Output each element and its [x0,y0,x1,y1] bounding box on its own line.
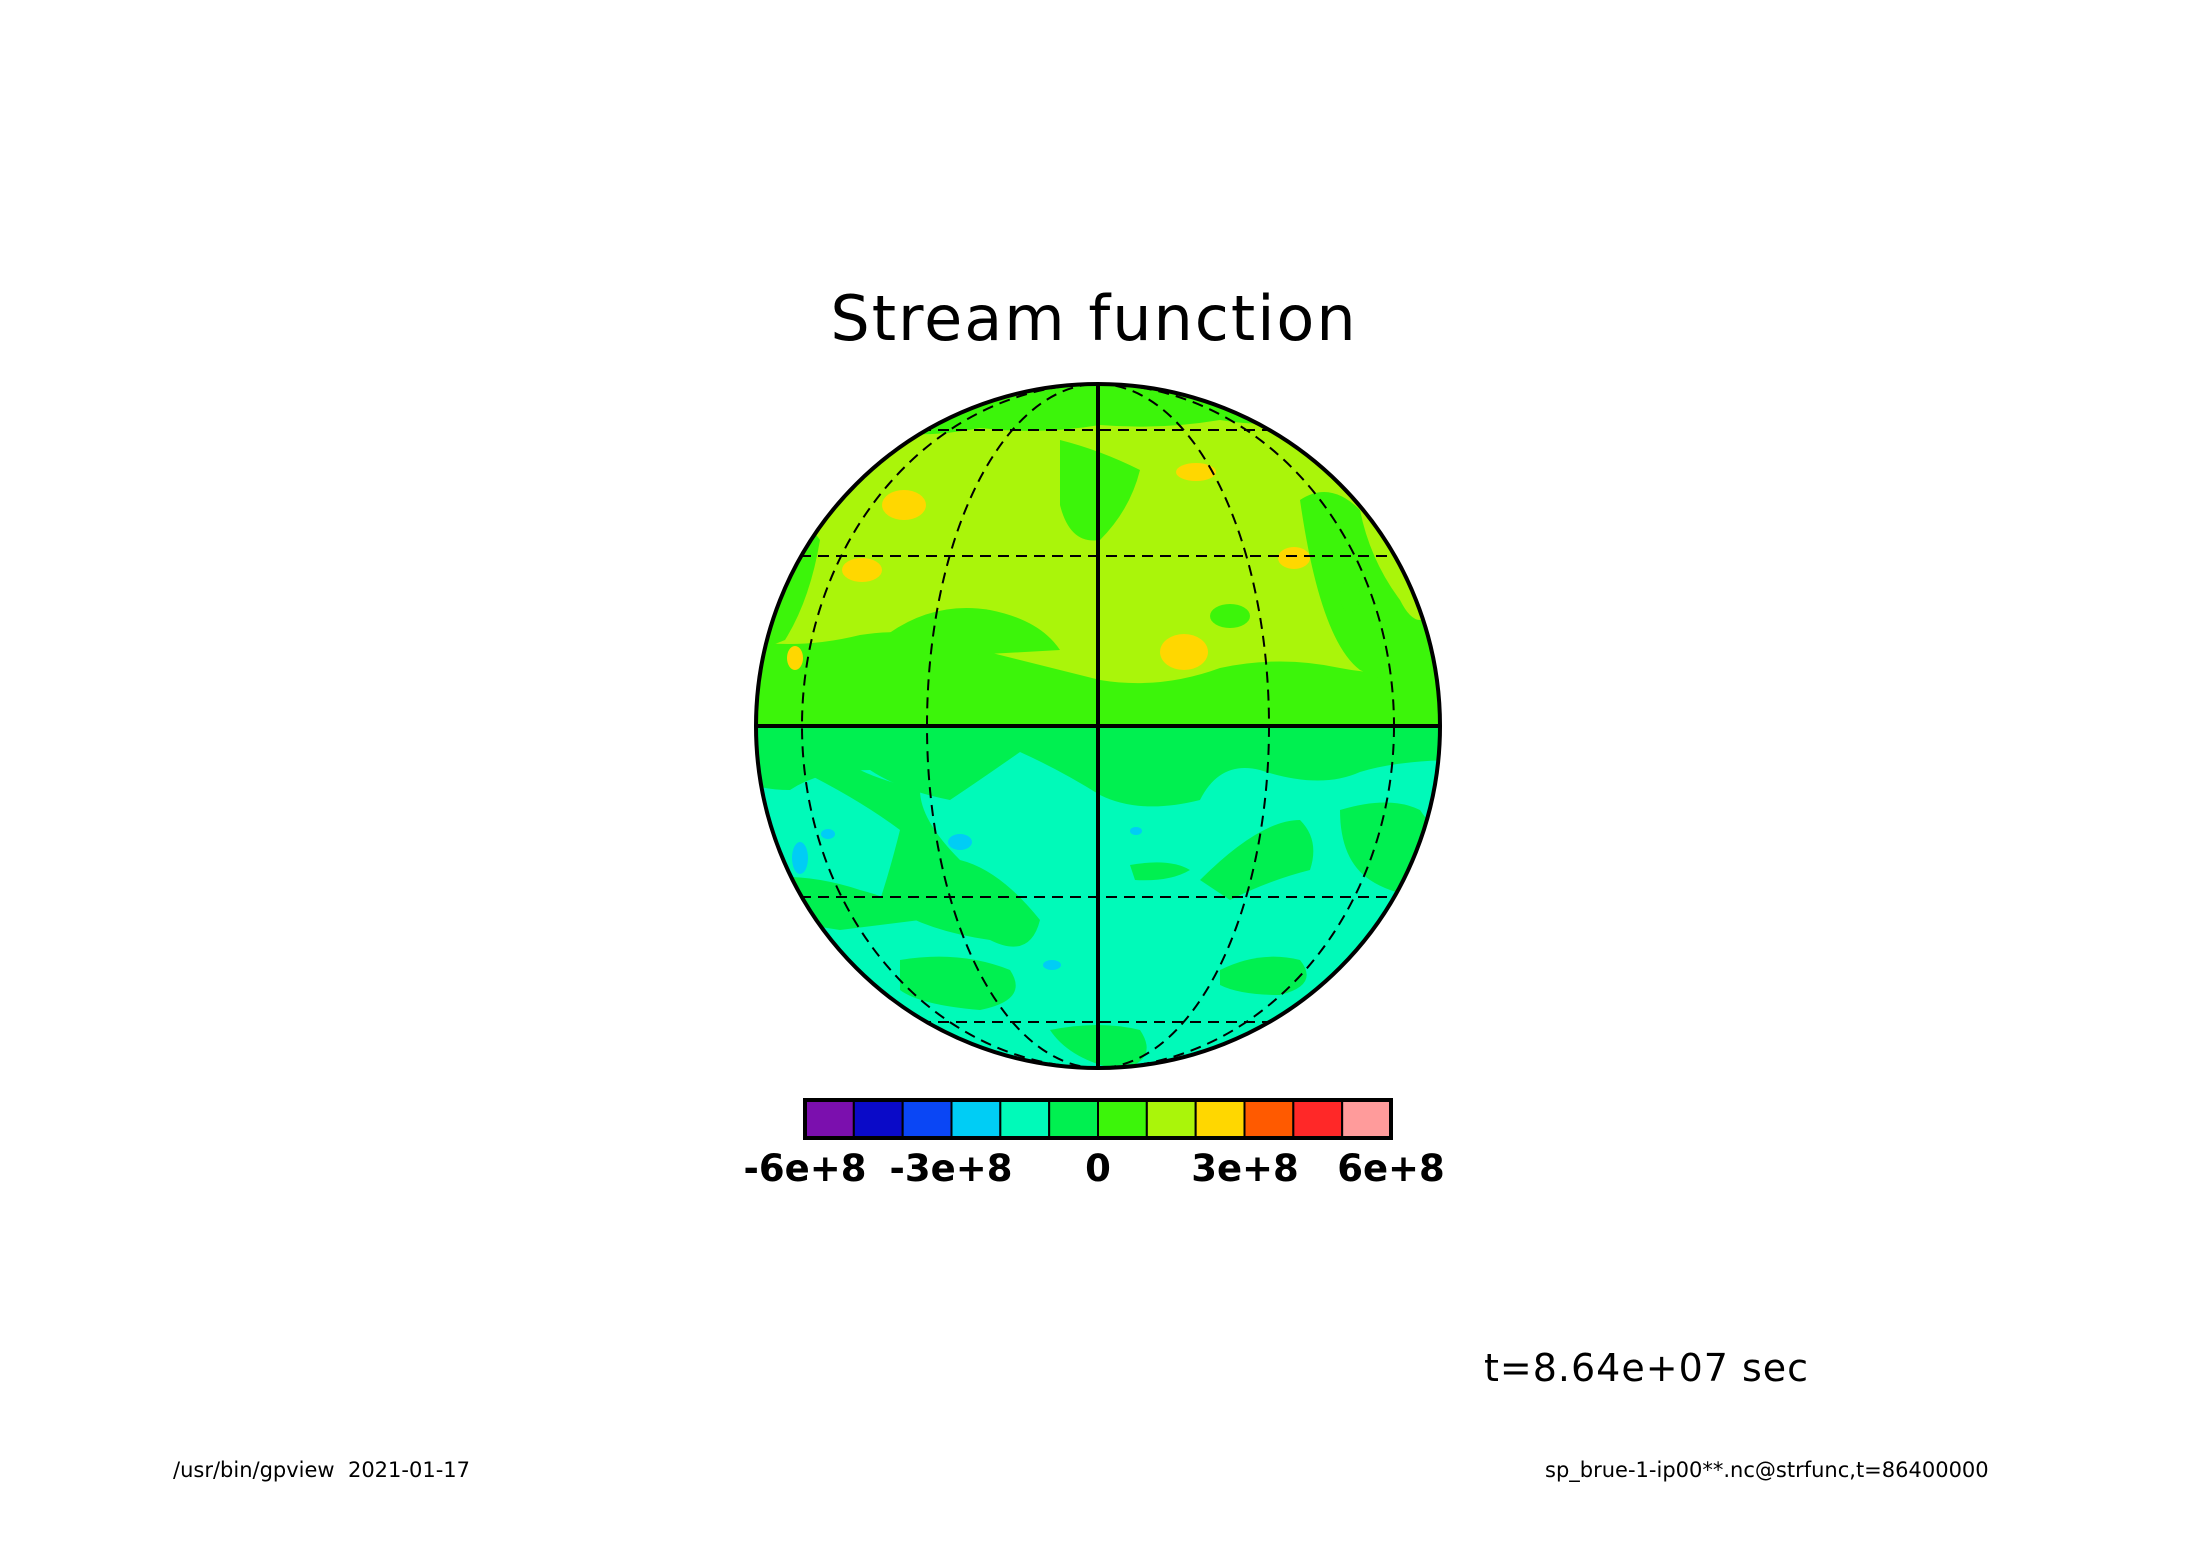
field-low-5 [1130,827,1142,835]
field-south-green-patch-1 [800,770,1040,947]
colorbar-swatch [804,1099,855,1139]
colorbar-swatch [1048,1099,1099,1139]
footer-right: sp_brue-1-ip00**.nc@strfunc,t=86400000 [1545,1458,1989,1482]
field-high-3 [1176,463,1216,481]
colorbar-tick-label: 6e+8 [1337,1147,1445,1190]
field-low-4 [1043,960,1061,970]
colorbar-frame [803,1098,1393,1140]
field-south-green-patch-7 [1130,862,1190,881]
colorbar-swatch [901,1099,953,1139]
field-north-green-spot-2 [1340,580,1360,612]
field-high-6 [787,646,803,670]
field-north-green-patch-3 [880,608,1060,660]
field-south-green-patch-5 [900,956,1016,1010]
field-high-2 [842,558,882,582]
colorbar-swatch [1145,1099,1197,1139]
field-low-1 [792,842,808,874]
field-high-5 [1160,634,1208,670]
footer-left: /usr/bin/gpview 2021-01-17 [173,1458,470,1482]
colorbar-swatch [1243,1099,1295,1139]
colorbar-swatch [1194,1099,1246,1139]
field-south-green-patch-3 [1200,820,1314,900]
field-south-green-patch-6 [1220,956,1307,995]
field-low-2 [821,829,835,839]
colorbar-swatch [1341,1099,1392,1139]
chart-title: Stream function [830,282,1358,355]
colorbar-swatch [852,1099,904,1139]
colorbar-tick-label: -6e+8 [743,1147,867,1190]
colorbar [803,1098,1393,1140]
colorbar-swatch [1292,1099,1344,1139]
colorbar-swatch [950,1099,1002,1139]
colorbar-tick-label: 3e+8 [1191,1147,1299,1190]
colorbar-swatch [999,1099,1051,1139]
time-label: t=8.64e+07 sec [1484,1346,1810,1390]
field-low-3 [948,834,972,850]
colorbar-tick-label: -3e+8 [889,1147,1013,1190]
field-high-1 [882,490,926,520]
globe-outline [754,382,1442,1070]
field-north-green-spot-1 [1210,604,1250,628]
colorbar-tick-label: 0 [1085,1147,1111,1190]
field-high-4 [1278,547,1310,569]
field-north-green-patch-4 [1300,492,1440,690]
colorbar-swatch [1097,1099,1148,1139]
